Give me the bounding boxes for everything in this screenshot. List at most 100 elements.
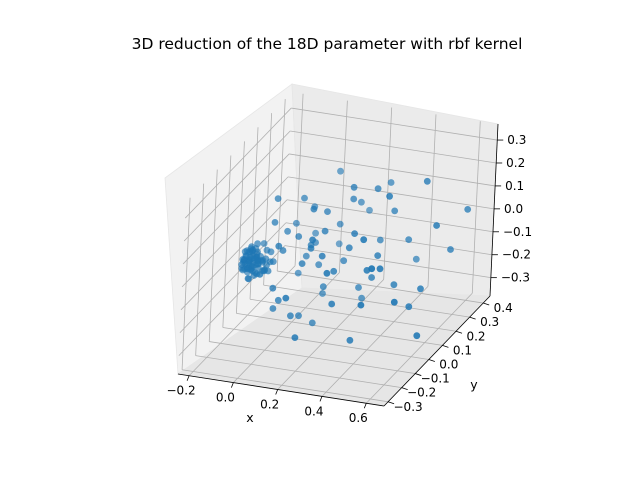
scatter-point — [390, 298, 398, 306]
scatter-point — [254, 260, 262, 268]
y-gridline-wall — [181, 197, 191, 370]
scatter-point — [245, 275, 253, 283]
y-tick-label: 0.1 — [453, 343, 472, 357]
scatter-point — [350, 183, 358, 191]
axis-panes — [164, 83, 499, 407]
x-tick-mark — [319, 396, 323, 402]
scatter-point — [337, 167, 344, 175]
z-tick-label: 0.2 — [506, 156, 525, 170]
scatter-point — [282, 294, 290, 302]
z-gridline-side — [182, 153, 290, 265]
y-tick-label: 0.0 — [439, 357, 458, 371]
scatter-point — [319, 283, 327, 291]
scatter-point — [323, 269, 331, 277]
scatter-point — [274, 195, 282, 203]
x-gridline-wall — [471, 121, 481, 294]
scatter-point — [291, 334, 299, 341]
scatter-point — [358, 198, 365, 206]
z-gridline-side — [179, 222, 287, 333]
scatter-point — [423, 177, 431, 185]
scatter-point — [390, 281, 398, 289]
z-tick-label: 0.3 — [507, 133, 526, 147]
x-tick-label: 0.0 — [216, 391, 235, 405]
scatter-point — [405, 303, 413, 311]
z-gridline-back — [290, 130, 497, 164]
scatter-point — [254, 240, 261, 248]
scatter-point — [310, 205, 318, 213]
scatter-point — [293, 219, 300, 227]
scatter-point — [340, 257, 348, 265]
scatter-point — [307, 245, 315, 252]
scatter-points — [238, 167, 472, 344]
scatter-point — [417, 285, 424, 293]
y-tick-label: −0.2 — [407, 386, 436, 400]
z-tick-label: −0.3 — [501, 271, 530, 285]
scatter-point — [351, 230, 358, 238]
y-gridline-floor — [236, 312, 443, 346]
scatter-point — [298, 260, 306, 267]
z-gridline-back — [291, 107, 498, 141]
scatter-point — [357, 301, 365, 309]
scatter-point — [275, 242, 283, 250]
x-tick-mark — [363, 403, 367, 409]
x-tick-mark — [231, 382, 234, 388]
scatter-point — [248, 263, 256, 271]
y-gridline-floor — [209, 341, 416, 374]
y-tick-label: 0.4 — [494, 301, 513, 315]
scatter-point — [245, 248, 253, 256]
scatter-point — [267, 248, 275, 256]
scatter-point — [294, 269, 302, 277]
scatter-point — [302, 252, 310, 260]
y-gridline-floor — [277, 270, 484, 304]
scatter-point — [269, 305, 277, 312]
scatter-point — [387, 179, 395, 186]
z-tick-label: −0.1 — [503, 225, 532, 239]
x-gridline-wall — [427, 114, 437, 287]
scatter-point — [405, 236, 413, 244]
scatter-point — [374, 252, 382, 259]
scatter-point — [412, 255, 420, 263]
scatter-point — [301, 194, 308, 202]
scatter-point — [374, 185, 382, 193]
axis-ticks: −0.2 0.0 0.2 0.4 0.6−0.3−0.2−0.10.00.10.20.3… — [167, 133, 533, 425]
scatter-point — [319, 290, 326, 297]
scatter-point — [447, 246, 454, 253]
z-gridline-side — [183, 130, 291, 242]
scatter-point — [413, 332, 421, 340]
scatter-point — [358, 294, 365, 302]
y-tick-label: −0.1 — [421, 372, 450, 386]
scatter-point — [336, 220, 344, 228]
scatter-point — [324, 208, 331, 216]
x-tick-label: 0.2 — [260, 397, 279, 411]
y-tick-label: 0.2 — [466, 329, 485, 343]
scatter-point — [312, 229, 319, 237]
scatter-point — [350, 195, 358, 203]
y-gridline-floor — [195, 355, 402, 389]
scatter-point — [260, 240, 268, 247]
scatter-point — [386, 192, 393, 200]
y-gridline-wall — [208, 169, 218, 342]
y-tick-mark — [455, 330, 463, 334]
y-gridline-floor — [249, 298, 457, 332]
scatter-point — [368, 265, 376, 273]
y-gridline-floor — [263, 284, 470, 318]
y-tick-mark — [442, 344, 449, 348]
z-gridline-back — [284, 245, 491, 279]
y-gridline-floor — [182, 369, 389, 403]
z-axis-line — [489, 123, 499, 297]
scatter-point — [269, 258, 277, 265]
scatter-point — [321, 227, 329, 235]
z-gridline-back — [286, 199, 494, 233]
scatter-point — [360, 236, 368, 244]
scatter-point — [279, 247, 287, 254]
z-gridline-side — [181, 176, 289, 288]
scatter-point — [295, 233, 303, 240]
scatter-point — [345, 244, 353, 252]
z-gridline-back — [289, 153, 496, 187]
x-tick-label: −0.2 — [167, 384, 196, 398]
scatter-point — [264, 267, 272, 275]
scatter-point — [355, 284, 362, 291]
y-tick-mark — [387, 401, 395, 405]
y-tick-mark — [415, 373, 422, 376]
chart-title: 3D reduction of the 18D parameter with r… — [132, 35, 523, 53]
